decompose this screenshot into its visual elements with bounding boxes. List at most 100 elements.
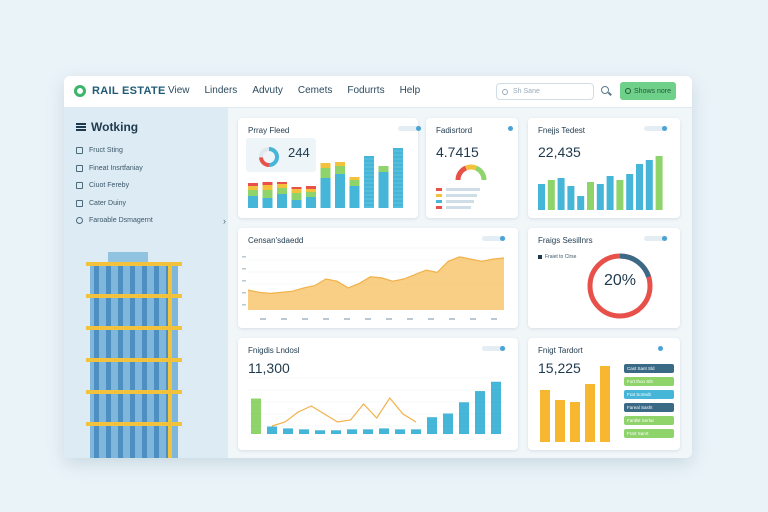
x-tick (323, 318, 329, 320)
legend-swatch (436, 194, 442, 197)
legend-list (436, 188, 480, 209)
x-tick (260, 318, 266, 320)
bar-segment (277, 184, 287, 188)
card-title: Prray Fleed (248, 126, 290, 135)
nav-item[interactable]: Cemets (297, 85, 333, 96)
folder-icon (76, 164, 83, 172)
bar (596, 184, 604, 210)
bar-segment (349, 186, 360, 208)
chevron-right-icon: › (223, 215, 226, 226)
card-title: Fadisrtord (436, 126, 473, 135)
gauge-icon (455, 164, 487, 181)
bar-segment (306, 189, 316, 192)
search-placeholder: Sh Sane (513, 88, 540, 95)
bar-segment (378, 166, 389, 172)
sidebar-item[interactable]: Faroable Dsmagernt › (76, 212, 226, 230)
bar (538, 184, 545, 210)
bar (379, 428, 389, 434)
bar (555, 400, 565, 442)
y-tick (242, 292, 246, 294)
x-tick (365, 318, 371, 320)
sidebar-item-label: Cater Duiny (89, 199, 126, 207)
status-dot (508, 126, 513, 131)
brand-name: RAIL ESTATE (92, 85, 166, 97)
card-title: Censan'sdaedd (248, 236, 304, 245)
tag-pill[interactable]: Frart Sanrt (624, 429, 674, 438)
bar-segment (248, 190, 258, 196)
toggle[interactable] (482, 346, 506, 351)
search-icon[interactable] (600, 85, 612, 97)
calendar-icon (76, 199, 83, 207)
bar-segment (248, 196, 258, 208)
bar-chart (540, 366, 610, 442)
legend-swatch (436, 206, 442, 209)
card-title: Fnigt Tardort (538, 346, 583, 355)
bar (585, 384, 595, 442)
bar-segment (248, 183, 258, 186)
nav-item[interactable]: View (168, 85, 190, 96)
bar-segment (291, 200, 302, 208)
x-tick (344, 318, 350, 320)
donut-mini-icon (259, 147, 279, 167)
bar (267, 426, 277, 434)
bar (645, 160, 653, 210)
combo-chart (248, 377, 504, 434)
building-illustration (86, 252, 182, 458)
sidebar-item-label: Fruct Sting (89, 147, 123, 155)
sidebar-item[interactable]: Cater Duiny (76, 195, 226, 213)
legend-text-line (446, 206, 471, 209)
chart-icon (76, 182, 83, 190)
bar (547, 180, 555, 210)
tag-pill[interactable]: Fort thoo Sth (624, 377, 674, 386)
bar (636, 164, 643, 210)
progress-ring (587, 253, 653, 319)
bar-segment (291, 189, 302, 193)
nav-item[interactable]: Help (399, 85, 421, 96)
menu-icon[interactable] (76, 123, 86, 131)
legend-swatch (436, 188, 442, 191)
bar-segment (378, 172, 389, 208)
x-tick (449, 318, 455, 320)
cta-button[interactable]: Shows nore (620, 82, 676, 100)
toggle[interactable] (398, 126, 422, 131)
x-tick (428, 318, 434, 320)
toggle[interactable] (644, 236, 668, 241)
bar-segment (335, 166, 345, 174)
bar (315, 430, 325, 434)
line-series (271, 396, 417, 427)
bar (600, 366, 610, 442)
bar (655, 156, 663, 210)
nav-item[interactable]: Fodurrts (347, 85, 385, 96)
sidebar-item-label: Fineat Insrtfaniay (89, 164, 143, 172)
bar (557, 178, 565, 210)
legend-swatch (538, 255, 542, 259)
kpi-value: 22,435 (538, 144, 581, 160)
tag-pill[interactable]: Frat Sortedt (624, 390, 674, 399)
toggle[interactable] (644, 126, 668, 131)
kpi-value: 15,225 (538, 360, 581, 376)
settings-icon (76, 217, 83, 225)
bar-segment (277, 182, 287, 184)
tag-pill[interactable]: Cast Sant Sld (624, 364, 674, 373)
nav-item[interactable]: Linders (204, 85, 238, 96)
bar-segment (335, 162, 345, 166)
card-title: Fnigdis Lndosl (248, 346, 300, 355)
search-input[interactable]: Sh Sane (496, 83, 594, 100)
sidebar-list: Fruct Sting Fineat Insrtfaniay Ciuot Fer… (76, 142, 226, 230)
sidebar-item[interactable]: Fruct Sting (76, 142, 226, 160)
status-dot (658, 346, 663, 351)
sidebar-item[interactable]: Fineat Insrtfaniay (76, 160, 226, 178)
nav-item[interactable]: Advuty (252, 85, 283, 96)
x-tick (470, 318, 476, 320)
bar (443, 413, 453, 434)
tag-pill[interactable]: Fareal Sasht (624, 403, 674, 412)
document-icon (76, 147, 83, 155)
bar-segment (291, 187, 302, 189)
bar-segment (320, 178, 331, 208)
sidebar-item[interactable]: Ciuot Fereby (76, 177, 226, 195)
bar (251, 398, 261, 434)
x-tick (386, 318, 392, 320)
y-tick (242, 268, 246, 270)
toggle[interactable] (482, 236, 506, 241)
tag-pill[interactable]: Fantlst Sertar (624, 416, 674, 425)
